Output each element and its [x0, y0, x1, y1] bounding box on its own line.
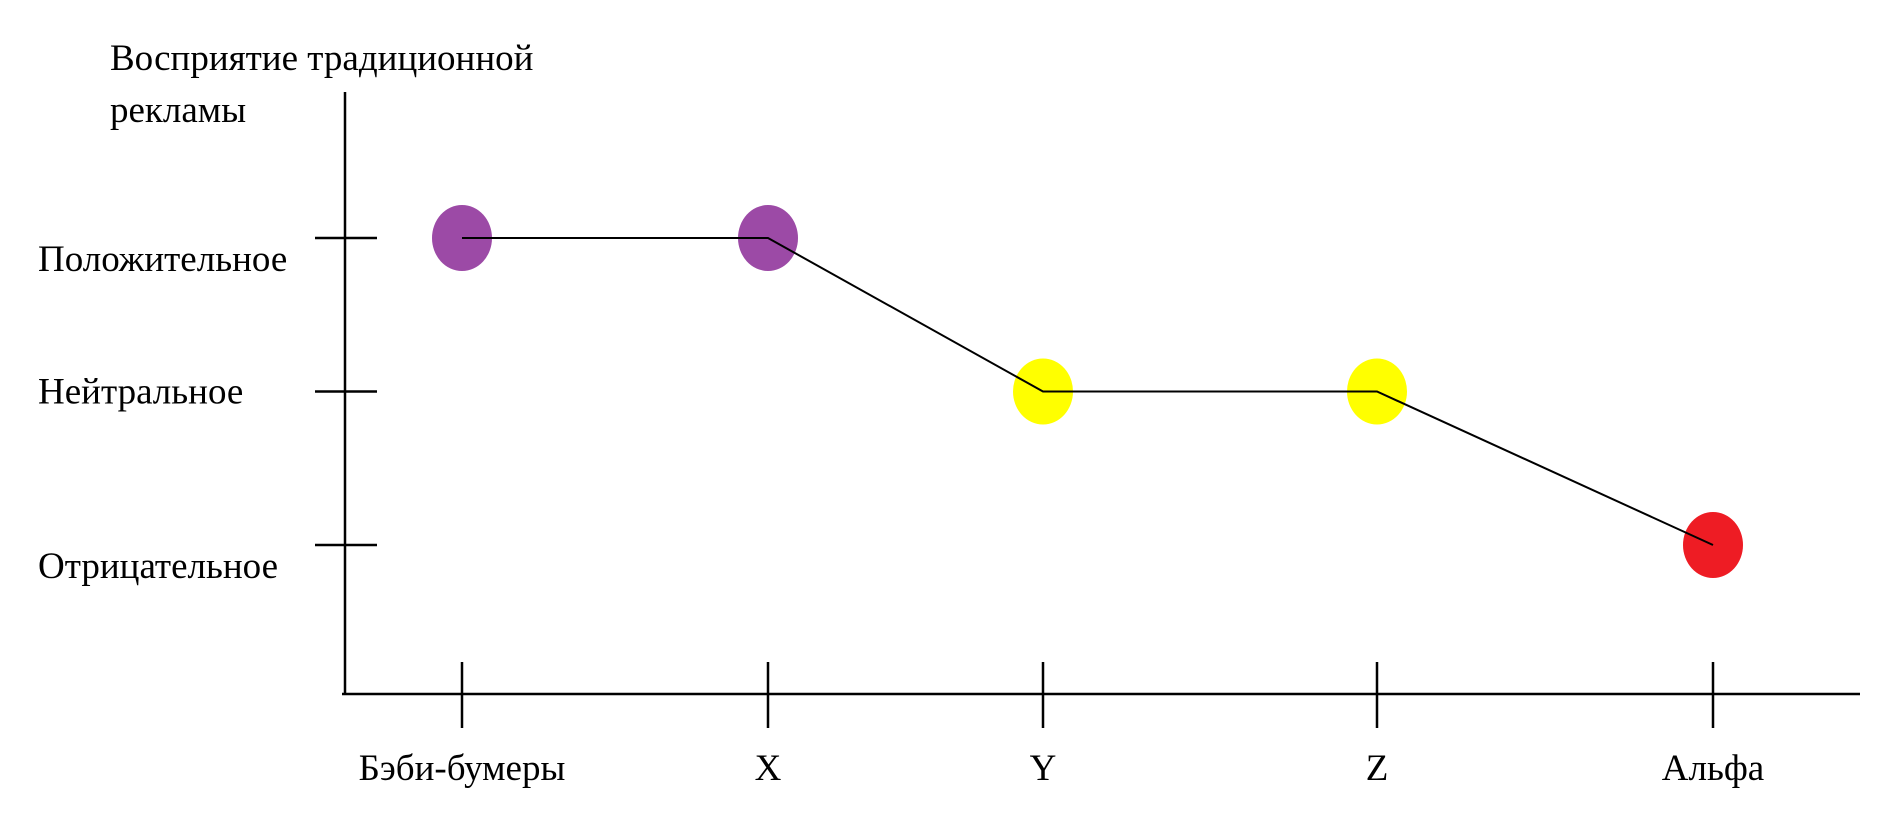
y-tick-label: Нейтральное	[38, 372, 243, 413]
x-ticks: Бэби-бумеры X Y Z Альфа	[359, 662, 1764, 789]
y-tick-label: Положительное	[38, 239, 287, 280]
series-group	[432, 205, 1743, 578]
x-tick-label: Z	[1366, 748, 1389, 789]
x-tick-label: X	[755, 748, 782, 789]
series-line	[462, 237, 1714, 546]
x-tick-label: Альфа	[1662, 748, 1764, 789]
x-tick-label: Бэби-бумеры	[359, 748, 566, 789]
y-tick-label: Отрицательное	[38, 546, 278, 587]
y-axis-title-line-1: Восприятие традиционной	[110, 38, 533, 79]
x-tick-label: Y	[1030, 748, 1057, 789]
y-ticks: Отрицательное Нейтральное Положительное	[38, 236, 377, 587]
y-axis-title-line-2: рекламы	[110, 90, 246, 131]
